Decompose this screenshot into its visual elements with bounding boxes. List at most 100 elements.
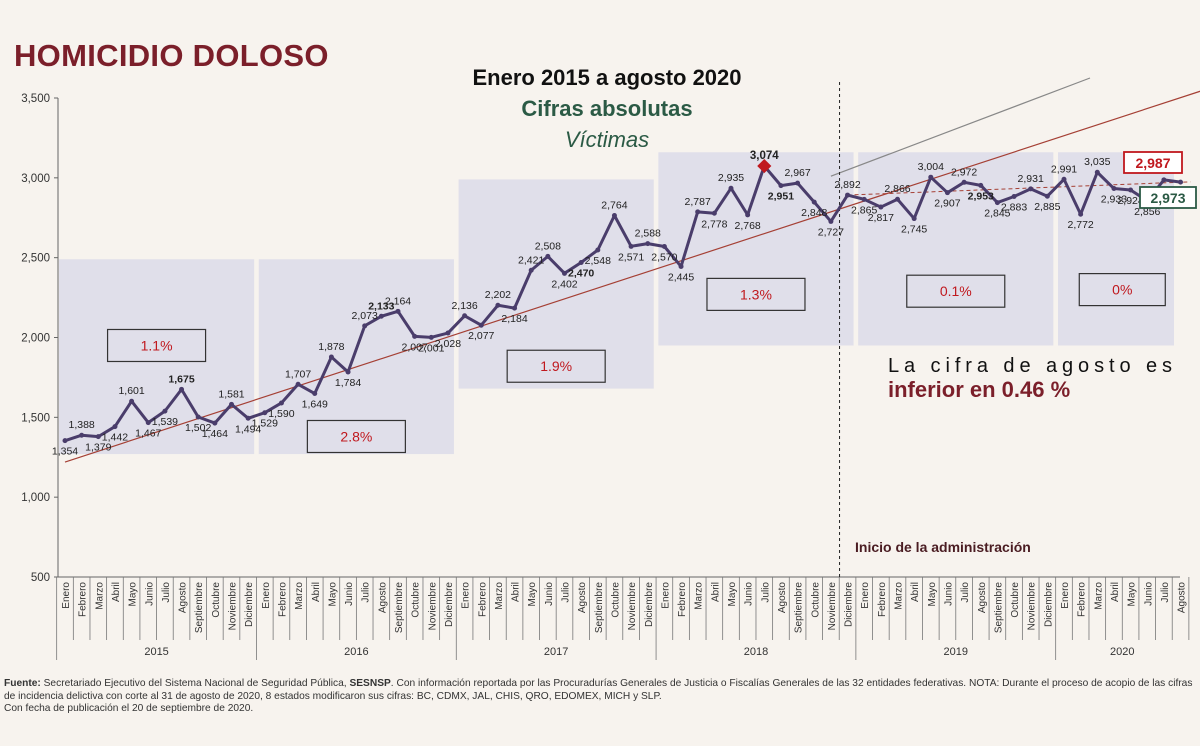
growth-box-2018: [706, 277, 806, 311]
data-point: [944, 190, 950, 196]
y-tick-label: 3,000: [21, 173, 50, 185]
data-point: [895, 196, 900, 202]
data-point: [195, 414, 201, 420]
data-point: [79, 432, 85, 438]
data-point: [1178, 179, 1184, 185]
value-label: 2,768: [735, 220, 761, 232]
value-label: 2,972: [951, 166, 977, 178]
data-point: [845, 192, 851, 198]
trend-line-extension: [830, 77, 1091, 177]
footer-text-1: Secretariado Ejecutivo del Sistema Nacio…: [43, 678, 347, 689]
month-label: Diciembre: [644, 582, 655, 627]
value-label: 2,508: [535, 240, 561, 252]
data-point: [229, 401, 234, 407]
month-label: Abril: [1110, 582, 1121, 602]
year-box-2016: [258, 259, 454, 455]
data-point: [1061, 176, 1067, 182]
month-label: Junio: [1143, 582, 1154, 606]
data-point: [778, 183, 784, 189]
value-label: 1,464: [202, 428, 228, 440]
data-point: [595, 247, 601, 253]
month-label: Abril: [311, 582, 322, 602]
month-label: Abril: [910, 582, 921, 602]
callout-label-green: 2,973: [1150, 190, 1185, 206]
data-point: [328, 354, 334, 360]
month-label: Agosto: [377, 582, 388, 614]
data-point: [428, 334, 434, 340]
value-label: 2,865: [851, 204, 877, 216]
data-point: [678, 263, 684, 269]
month-label: Octubre: [810, 582, 821, 618]
month-label: Junio: [544, 582, 555, 606]
value-label: 1,707: [285, 368, 311, 380]
month-label: Octubre: [411, 582, 422, 618]
year-label-2019: 2019: [944, 646, 968, 658]
month-label: Noviembre: [228, 582, 239, 631]
month-label: Enero: [261, 582, 272, 609]
value-label: 1,388: [69, 419, 95, 431]
value-label: 2,001: [418, 342, 444, 354]
month-label: Julio: [1160, 582, 1171, 603]
month-label: Marzo: [494, 582, 505, 610]
month-label: Marzo: [894, 582, 905, 610]
value-label: 2,184: [501, 313, 527, 325]
month-label: Agosto: [777, 582, 788, 614]
value-label: 2,967: [784, 167, 810, 179]
month-label: Marzo: [1093, 582, 1104, 610]
month-label: Diciembre: [1043, 582, 1054, 627]
value-label: 3,074: [750, 150, 779, 162]
data-point: [112, 424, 118, 430]
data-point: [512, 305, 518, 311]
month-label: Abril: [511, 582, 522, 602]
data-point: [911, 216, 917, 222]
month-label: Junio: [744, 582, 755, 606]
data-point: [828, 218, 834, 224]
data-point: [528, 267, 534, 273]
value-label: 2,892: [834, 179, 860, 191]
month-label: Septiembre: [194, 582, 205, 634]
month-label: Enero: [1060, 582, 1071, 609]
month-label: Junio: [943, 582, 954, 606]
data-point: [1044, 193, 1050, 199]
value-label: 2,588: [635, 228, 661, 240]
data-point: [562, 270, 567, 276]
data-point: [162, 408, 168, 414]
year-box-2019: [858, 152, 1054, 346]
month-label: Marzo: [694, 582, 705, 610]
value-label: 1,784: [335, 377, 361, 389]
month-label: Diciembre: [844, 582, 855, 627]
value-label: 2,421: [518, 254, 544, 266]
month-label: Julio: [760, 582, 771, 603]
footer-source-label: Fuente:: [4, 678, 41, 689]
month-label: Julio: [161, 582, 172, 603]
growth-label-2020: 0%: [1112, 282, 1132, 298]
value-label: 2,924: [1117, 195, 1143, 207]
month-label: Enero: [860, 582, 871, 609]
data-point: [728, 185, 734, 191]
value-label: 2,778: [701, 218, 727, 230]
growth-label-2019: 0.1%: [940, 283, 972, 299]
average-dashed-line: [847, 181, 1191, 196]
month-label: Noviembre: [627, 582, 638, 631]
month-label: Mayo: [527, 582, 538, 607]
month-label: Septiembre: [594, 582, 605, 634]
data-point: [878, 204, 884, 210]
value-label: 2,727: [818, 226, 844, 238]
month-label: Junio: [344, 582, 355, 606]
data-point-peak: [757, 158, 772, 174]
year-label-2018: 2018: [744, 646, 768, 658]
month-label: Febrero: [677, 582, 688, 617]
value-label: 2,402: [551, 278, 577, 290]
data-point: [95, 434, 101, 440]
value-label: 2,931: [1018, 173, 1044, 185]
month-label: Octubre: [1010, 582, 1021, 618]
month-label: Diciembre: [244, 582, 255, 627]
callout-label-red: 2,987: [1135, 155, 1170, 171]
data-point: [245, 415, 251, 421]
year-box-2015: [59, 259, 255, 455]
data-point: [661, 243, 667, 249]
data-point: [1094, 169, 1100, 175]
y-tick-label: 2,000: [21, 333, 50, 345]
data-point: [928, 174, 934, 180]
data-point: [1111, 186, 1117, 192]
